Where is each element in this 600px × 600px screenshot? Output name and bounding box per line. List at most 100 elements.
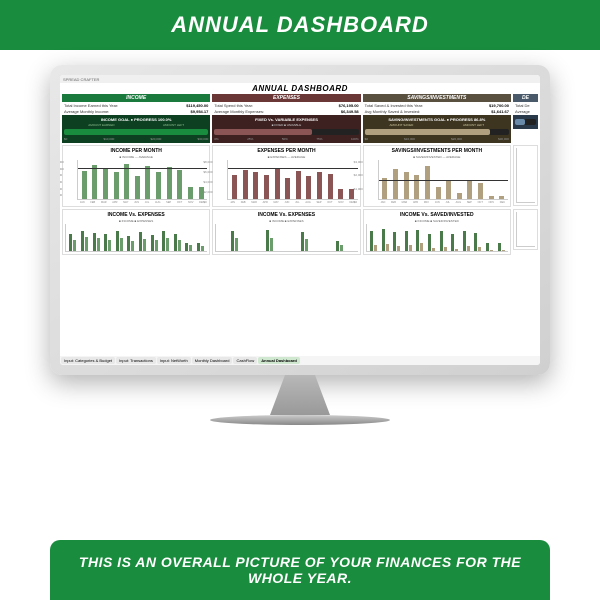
bar	[188, 187, 193, 199]
tab[interactable]: Annual Dashboard	[258, 357, 300, 364]
bar	[338, 189, 343, 199]
bar	[124, 164, 129, 199]
monitor: SPREAD CRAFTER ANNUAL DASHBOARD INCOME T…	[50, 65, 550, 445]
goal-legend: ■ FIXED ■ VARIABLE	[272, 123, 301, 127]
bar	[82, 171, 87, 199]
goal-title: SAVING/INVESTMENTS GOAL ● PROGRESS 86.8%	[365, 117, 509, 122]
income-panel: INCOME Total Income Earned this Year:$11…	[62, 94, 210, 114]
bar	[457, 193, 462, 199]
bottom-banner: THIS IS AN OVERALL PICTURE OF YOUR FINAN…	[50, 540, 550, 600]
stat-label: Total De	[515, 103, 530, 108]
chart-title: EXPENSES PER MONTH	[215, 148, 357, 154]
spreadsheet: SPREAD CRAFTER ANNUAL DASHBOARD INCOME T…	[60, 75, 540, 365]
bar	[264, 175, 269, 199]
expense-split: FIXED Vs. VARIABLE EXPENSES ■ FIXED ■ VA…	[212, 115, 360, 143]
stat-label: Average Monthly Expenses:	[214, 109, 264, 114]
bar	[145, 166, 150, 199]
tab[interactable]: Monthly Dashboard	[192, 357, 233, 364]
savings-chart: SAVINGS/INVESTMENTS PER MONTH ■ SAVED/IN…	[363, 145, 511, 207]
bar	[232, 175, 237, 199]
chart-title: INCOME PER MONTH	[65, 148, 207, 154]
expenses-chart: EXPENSES PER MONTH ■ EXPENSES — AVERAGE …	[212, 145, 360, 207]
bar	[436, 187, 441, 199]
tab[interactable]: Input: Transactions	[116, 357, 156, 364]
header-row: INCOME Total Income Earned this Year:$11…	[60, 94, 540, 114]
top-banner: ANNUAL DASHBOARD	[0, 0, 600, 50]
progress-bar	[365, 129, 509, 135]
bar	[404, 172, 409, 199]
bar	[414, 175, 419, 199]
inc-vs-exp-chart: INCOME Vs. EXPENSES ■ INCOME ■ EXPENSES	[62, 209, 210, 255]
bar	[328, 174, 333, 199]
bar	[393, 169, 398, 199]
bar	[489, 196, 494, 199]
bar	[317, 172, 322, 199]
bar	[177, 170, 182, 199]
stat-value: $6,349.58	[341, 109, 359, 114]
stat-value: $119,450.00	[186, 103, 208, 108]
chart-legend: ■ INCOME ■ SAVED/INVESTED	[366, 219, 508, 223]
tab[interactable]: Input: NetWorth	[157, 357, 191, 364]
chart-legend: ■ INCOME — AVERAGE	[65, 155, 207, 159]
chart-legend: ■ EXPENSES — AVERAGE	[215, 155, 357, 159]
bar	[285, 178, 290, 199]
income-chart: INCOME PER MONTH ■ INCOME — AVERAGE $12,…	[62, 145, 210, 207]
bar	[446, 181, 451, 199]
stat-value: $19,700.00	[489, 103, 509, 108]
bar	[467, 180, 472, 200]
tab[interactable]: CashFlow	[233, 357, 257, 364]
bar	[275, 168, 280, 199]
stat-label: Total Saved & Invested this Year:	[365, 103, 423, 108]
income-header: INCOME	[62, 94, 210, 102]
bottom-row: INCOME Vs. EXPENSES ■ INCOME ■ EXPENSES …	[60, 208, 540, 256]
stat-label: Average Monthly Income:	[64, 109, 109, 114]
goal-sub: AMOUNT LEFT	[163, 123, 184, 127]
logo-text: SPREAD CRAFTER	[63, 77, 99, 82]
bar	[135, 176, 140, 199]
bar	[103, 168, 108, 199]
goal-sub: AMOUNT SAVED	[390, 123, 414, 127]
stat-label: Avg Monthly Saved & Invested:	[365, 109, 421, 114]
tab[interactable]: Input: Categories & Budget	[61, 357, 115, 364]
goal-row: INCOME GOAL ● PROGRESS 100.0% AMOUNT EAR…	[60, 114, 540, 144]
chart-legend: ■ INCOME ■ EXPENSES	[215, 219, 357, 223]
savings-header: SAVINGS/INVESTMENTS	[363, 94, 511, 102]
chart-title: SAVINGS/INVESTMENTS PER MONTH	[366, 148, 508, 154]
monitor-stand	[250, 375, 350, 415]
savings-panel: SAVINGS/INVESTMENTS Total Saved & Invest…	[363, 94, 511, 114]
sheet-tabs: Input: Categories & BudgetInput: Transac…	[60, 356, 540, 365]
stat-label: Average	[515, 109, 530, 114]
chart-legend: ■ SAVED/INVESTED — AVERAGE	[366, 155, 508, 159]
stat-value: $1,641.67	[491, 109, 509, 114]
bar	[425, 166, 430, 199]
goal-title: FIXED Vs. VARIABLE EXPENSES	[214, 117, 358, 122]
bar	[114, 172, 119, 199]
chart-legend: ■ INCOME ■ EXPENSES	[65, 219, 207, 223]
bar	[243, 170, 248, 199]
stat-value: $9,954.17	[191, 109, 209, 114]
chart-title: INCOME Vs. EXPENSES	[65, 212, 207, 218]
income-goal: INCOME GOAL ● PROGRESS 100.0% AMOUNT EAR…	[62, 115, 210, 143]
goal-title: INCOME GOAL ● PROGRESS 100.0%	[64, 117, 208, 122]
goal-sub: AMOUNT LEFT	[463, 123, 484, 127]
progress-bar	[64, 129, 208, 135]
stat-label: Total Spend this Year:	[214, 103, 253, 108]
bar	[306, 176, 311, 199]
bar	[478, 183, 483, 199]
chart-title: INCOME Vs. EXPENSES	[215, 212, 357, 218]
inc-vs-exp-q-chart: INCOME Vs. EXPENSES ■ INCOME ■ EXPENSES	[212, 209, 360, 255]
bar	[382, 178, 387, 199]
expenses-panel: EXPENSES Total Spend this Year: $76,195.0…	[212, 94, 360, 114]
bar	[92, 165, 97, 199]
bar	[156, 172, 161, 199]
stat-value: $76,195.00	[339, 103, 359, 108]
other-header: DE	[513, 94, 538, 102]
dashboard-title: ANNUAL DASHBOARD	[60, 83, 540, 94]
monitor-bezel: SPREAD CRAFTER ANNUAL DASHBOARD INCOME T…	[50, 65, 550, 375]
savings-goal: SAVING/INVESTMENTS GOAL ● PROGRESS 86.8%…	[363, 115, 511, 143]
progress-bar	[214, 129, 358, 135]
bar	[296, 171, 301, 199]
inc-vs-sav-chart: INCOME Vs. SAVED/INVESTED ■ INCOME ■ SAV…	[363, 209, 511, 255]
bar	[167, 167, 172, 199]
expenses-header: EXPENSES	[212, 94, 360, 102]
